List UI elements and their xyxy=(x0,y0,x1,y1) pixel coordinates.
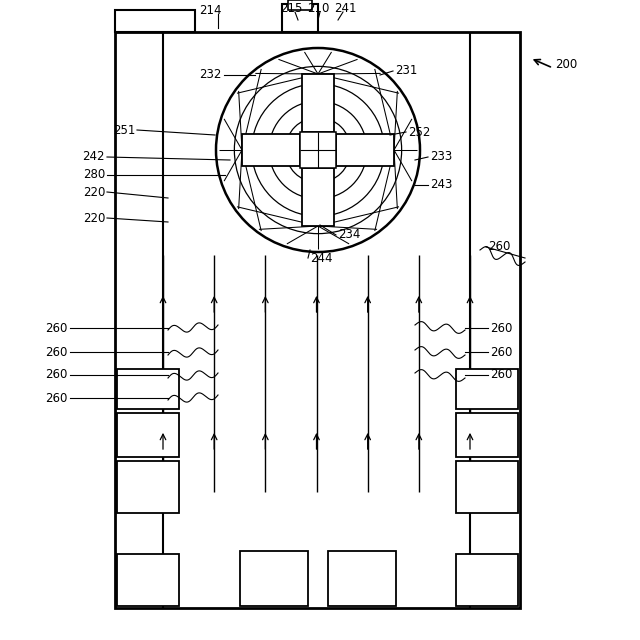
Bar xyxy=(115,32,520,608)
Bar xyxy=(282,4,318,32)
Text: 214: 214 xyxy=(199,3,221,17)
Text: 280: 280 xyxy=(83,168,105,182)
Text: 252: 252 xyxy=(408,125,430,138)
Bar xyxy=(302,168,334,226)
Text: 220: 220 xyxy=(83,186,105,198)
Text: 260: 260 xyxy=(490,321,513,335)
Bar xyxy=(117,413,179,457)
Bar xyxy=(336,134,394,166)
Bar xyxy=(288,0,312,10)
Text: 215: 215 xyxy=(280,1,302,15)
Text: 232: 232 xyxy=(200,68,222,81)
Bar xyxy=(302,74,334,132)
Text: 220: 220 xyxy=(83,211,105,225)
Text: 242: 242 xyxy=(83,150,105,163)
Bar xyxy=(328,551,396,606)
Bar xyxy=(117,554,179,606)
Bar xyxy=(242,134,300,166)
Text: 251: 251 xyxy=(113,124,135,136)
Bar xyxy=(456,461,518,513)
Text: 234: 234 xyxy=(338,228,360,241)
Text: 260: 260 xyxy=(45,346,68,358)
Text: 241: 241 xyxy=(333,1,356,15)
Text: 231: 231 xyxy=(395,65,417,77)
Text: 260: 260 xyxy=(490,346,513,358)
Text: 243: 243 xyxy=(430,179,452,191)
Text: 260: 260 xyxy=(490,369,513,381)
Bar xyxy=(300,132,336,168)
Bar xyxy=(456,554,518,606)
Text: 233: 233 xyxy=(430,150,452,163)
Text: 260: 260 xyxy=(488,241,510,253)
Text: 244: 244 xyxy=(310,252,333,264)
Bar xyxy=(240,551,308,606)
Text: 210: 210 xyxy=(307,1,329,15)
Text: 260: 260 xyxy=(45,321,68,335)
Bar xyxy=(117,369,179,409)
Bar xyxy=(456,413,518,457)
Bar xyxy=(456,369,518,409)
Bar xyxy=(115,10,195,32)
Text: 200: 200 xyxy=(555,58,577,72)
Text: 260: 260 xyxy=(45,369,68,381)
Text: 260: 260 xyxy=(45,392,68,404)
Bar xyxy=(117,461,179,513)
